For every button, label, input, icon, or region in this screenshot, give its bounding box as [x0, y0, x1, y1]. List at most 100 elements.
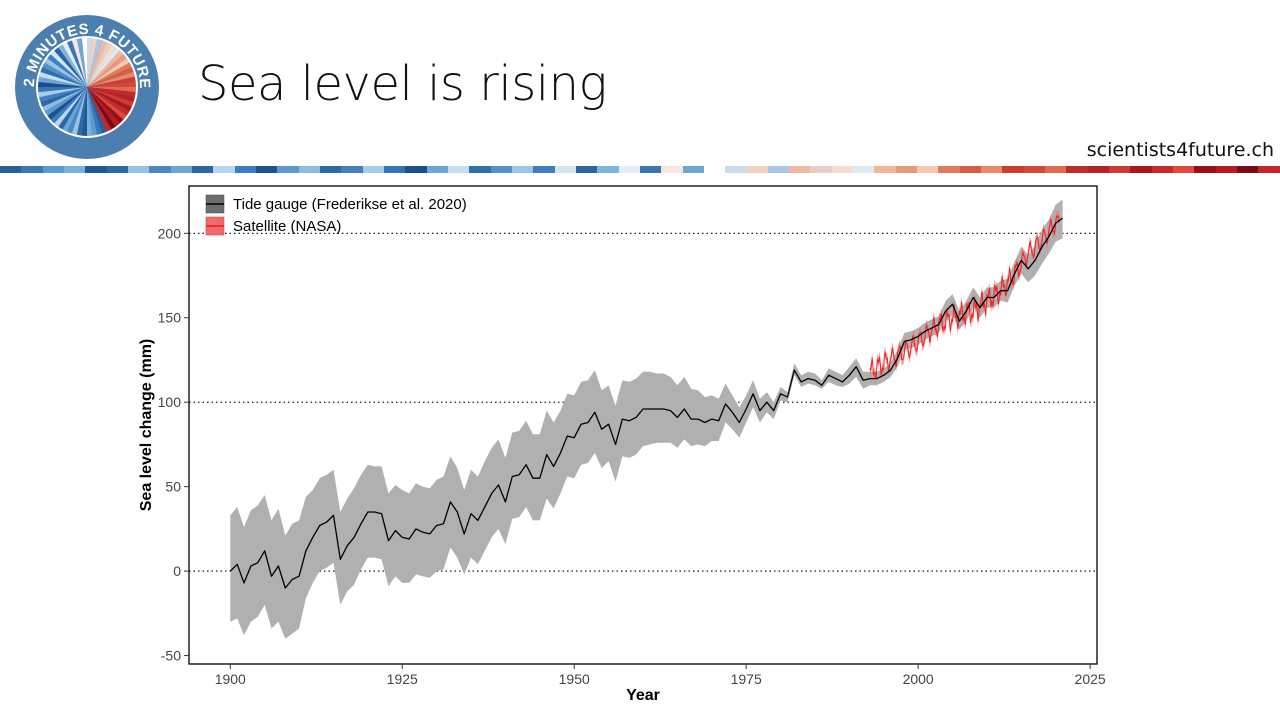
stripe [362, 166, 384, 173]
y-axis-ticks: -50 0 50 100 150 200 [158, 225, 189, 664]
logo-wedge [87, 87, 132, 112]
y-tick-label: 150 [158, 310, 182, 326]
stripe [1045, 166, 1067, 173]
stripe [938, 166, 960, 173]
stripe [447, 166, 470, 173]
logo-wedge [87, 87, 103, 135]
logo-wedge [87, 87, 134, 107]
stripe [319, 166, 342, 173]
stripe [1151, 166, 1174, 173]
stripe [746, 166, 768, 173]
logo-wedge [38, 87, 87, 98]
stripe [490, 166, 512, 173]
stripe [85, 166, 107, 173]
x-tick-label: 2025 [1075, 671, 1106, 687]
x-tick-label: 1900 [215, 671, 246, 687]
stripe [767, 166, 790, 173]
stripe [213, 166, 235, 173]
stripe [597, 166, 619, 173]
y-tick-label: 0 [173, 563, 181, 579]
x-tick-label: 2000 [903, 671, 934, 687]
logo-wedge [87, 50, 124, 87]
logo-wedge [40, 87, 87, 107]
stripe [703, 166, 726, 173]
logo-wedge [50, 50, 87, 87]
stripe [1109, 166, 1131, 173]
stripe [1237, 166, 1259, 173]
stripe [725, 166, 747, 173]
stripe [639, 166, 662, 173]
logo-wedge [87, 44, 116, 87]
stripe [981, 166, 1003, 173]
stripe [149, 166, 171, 173]
logo-wedge [87, 39, 103, 87]
logo-wedge [87, 87, 112, 132]
x-tick-label: 1950 [559, 671, 590, 687]
logo-wedge [81, 38, 87, 87]
logo-wedge [50, 87, 87, 124]
stripe [0, 166, 22, 173]
stripe [853, 166, 875, 173]
stripe [810, 166, 832, 173]
logo-wedge [87, 62, 132, 87]
stripe [234, 166, 256, 173]
stripe [1258, 166, 1280, 173]
logo-wedge [87, 67, 134, 87]
logo-wedge [87, 38, 93, 87]
y-axis-label: Sea level change (mm) [138, 339, 155, 512]
stripe [469, 166, 491, 173]
satellite-band [870, 210, 1060, 384]
climate-stripes-bar [0, 166, 1280, 173]
logo-wedge [44, 58, 87, 87]
legend-label-tide-gauge: Tide gauge (Frederikse et al. 2020) [233, 196, 467, 213]
logo-wedge [87, 81, 136, 87]
logo-wedge [87, 87, 136, 98]
x-axis-ticks: 1900 1925 1950 1975 2000 2025 [215, 664, 1106, 687]
logo-wedge [87, 47, 120, 87]
tide-gauge-line-layer [229, 217, 1063, 589]
logo-wedge [42, 87, 87, 112]
stripe [618, 166, 640, 173]
logo-wedge [71, 39, 87, 87]
stripe [1130, 166, 1152, 173]
logo-wedge [87, 87, 93, 136]
logo-wedge [87, 87, 98, 136]
stripe [1066, 166, 1088, 173]
logo-wedge [58, 87, 87, 130]
grid-lines [189, 232, 1097, 572]
stripe [1215, 166, 1238, 173]
logo-wedge [62, 87, 87, 132]
logo-wedge [87, 87, 136, 93]
x-tick-label: 1975 [731, 671, 762, 687]
stripe [191, 166, 214, 173]
stripe [341, 166, 363, 173]
y-tick-label: 50 [165, 479, 181, 495]
logo-wedge [67, 87, 87, 134]
stripe [405, 166, 427, 173]
legend: Tide gauge (Frederikse et al. 2020) Sate… [205, 194, 467, 236]
logo-wedge [87, 38, 98, 87]
logo-wedge [39, 71, 87, 87]
logo-wedge [38, 87, 87, 93]
tide-gauge-band [230, 199, 1063, 639]
stripe [554, 166, 576, 173]
plot-frame [188, 185, 1098, 665]
y-tick-label: 200 [158, 225, 182, 241]
stripe [127, 166, 150, 173]
tide-gauge-band-layer [230, 199, 1063, 639]
stripe [789, 166, 811, 173]
stripe [426, 166, 448, 173]
satellite-layer [869, 210, 1060, 384]
logo-wedge [54, 87, 87, 127]
logo-wedge [87, 71, 135, 87]
stripe [895, 166, 918, 173]
logo-wedge [58, 44, 87, 87]
x-tick-label: 1925 [387, 671, 418, 687]
logo-wedge [62, 42, 87, 87]
logo-wedge [39, 87, 87, 103]
logo-wedge [87, 87, 120, 127]
stripe [106, 166, 128, 173]
stripe [575, 166, 598, 173]
logo-wedge [76, 38, 87, 87]
stripe [959, 166, 982, 173]
